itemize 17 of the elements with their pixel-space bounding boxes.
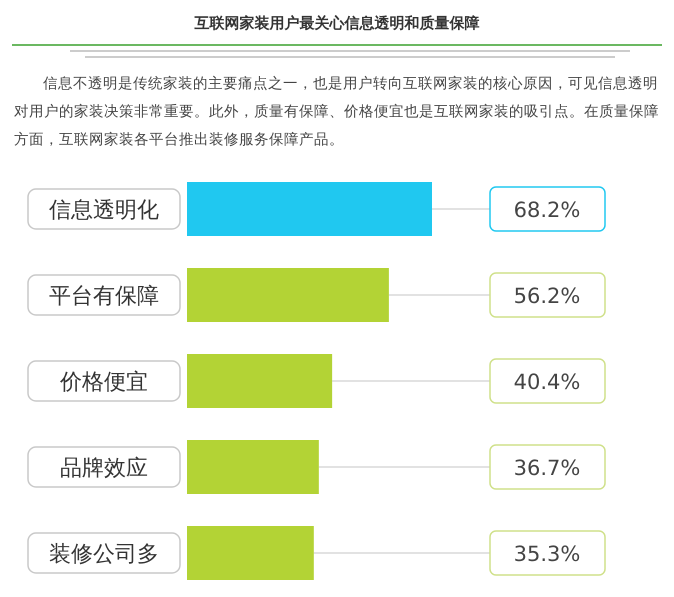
bar (187, 182, 432, 236)
bar (187, 354, 332, 408)
bar (187, 268, 389, 322)
data-label: 40.4% (514, 370, 580, 394)
data-label: 35.3% (514, 542, 580, 566)
y-tick-label: 平台有保障 (49, 284, 159, 309)
y-tick-label: 价格便宜 (59, 370, 148, 395)
y-tick-label: 信息透明化 (49, 198, 159, 223)
chart-subtitle: 信息不透明是传统家装的主要痛点之一，也是用户转向互联网家装的核心原因，可见信息透明对用户的家装决策非常重要。此外，质量有保障、价格便宜也是互联网家装的吸引点。在质量保障方面，互联网家装各平台推出装修服务保障产品。 (14, 74, 660, 150)
y-tick-label: 品牌效应 (60, 456, 148, 481)
data-label: 68.2% (514, 198, 580, 222)
data-label: 56.2% (514, 284, 580, 308)
bar (187, 526, 314, 580)
y-tick-label: 装修公司多 (49, 542, 159, 567)
chart-title: 互联网家装用户最关心信息透明和质量保障 (194, 14, 480, 33)
data-label: 36.7% (514, 456, 580, 480)
bar (187, 440, 319, 494)
